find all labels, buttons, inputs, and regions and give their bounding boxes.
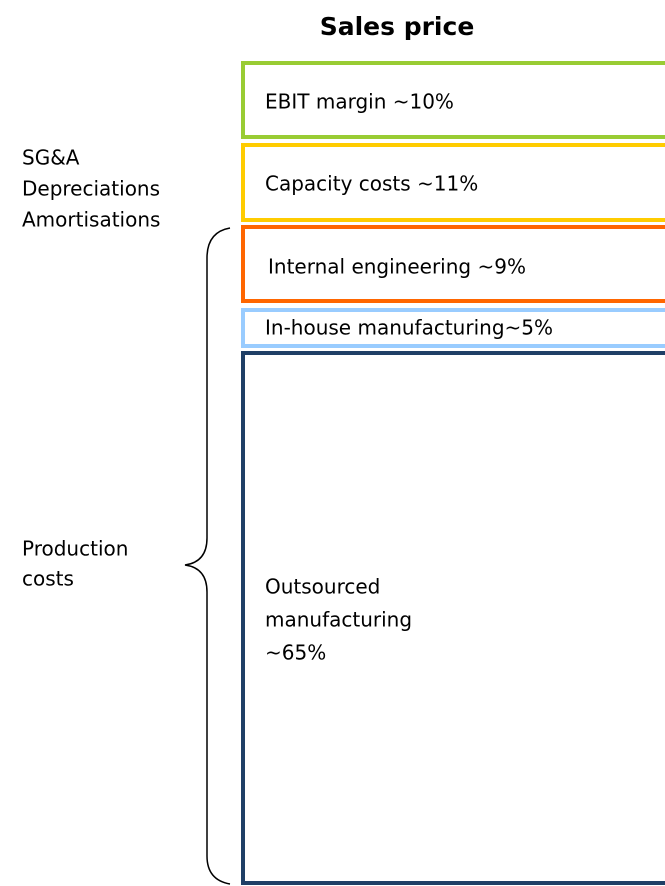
box-label: manufacturing <box>265 608 412 632</box>
box-label: ~65% <box>265 641 326 665</box>
brace-label: Production <box>22 537 128 561</box>
box-engineering <box>241 225 665 303</box>
left-label: Depreciations <box>22 177 160 201</box>
box-inhouse <box>241 308 665 348</box>
left-label: SG&A <box>22 146 80 170</box>
box-outsourced <box>241 351 665 885</box>
box-label: Internal engineering ~9% <box>268 255 526 279</box>
box-label: EBIT margin ~10% <box>265 90 454 114</box>
box-label: Outsourced <box>265 575 380 599</box>
brace <box>184 227 231 885</box>
left-label: Amortisations <box>22 208 160 232</box>
box-label: Capacity costs ~11% <box>265 172 478 196</box>
box-ebit <box>241 61 665 139</box>
title: Sales price <box>320 12 475 41</box>
box-capacity <box>241 143 665 222</box>
brace-label: costs <box>22 567 74 591</box>
box-label: In-house manufacturing~5% <box>265 316 553 340</box>
